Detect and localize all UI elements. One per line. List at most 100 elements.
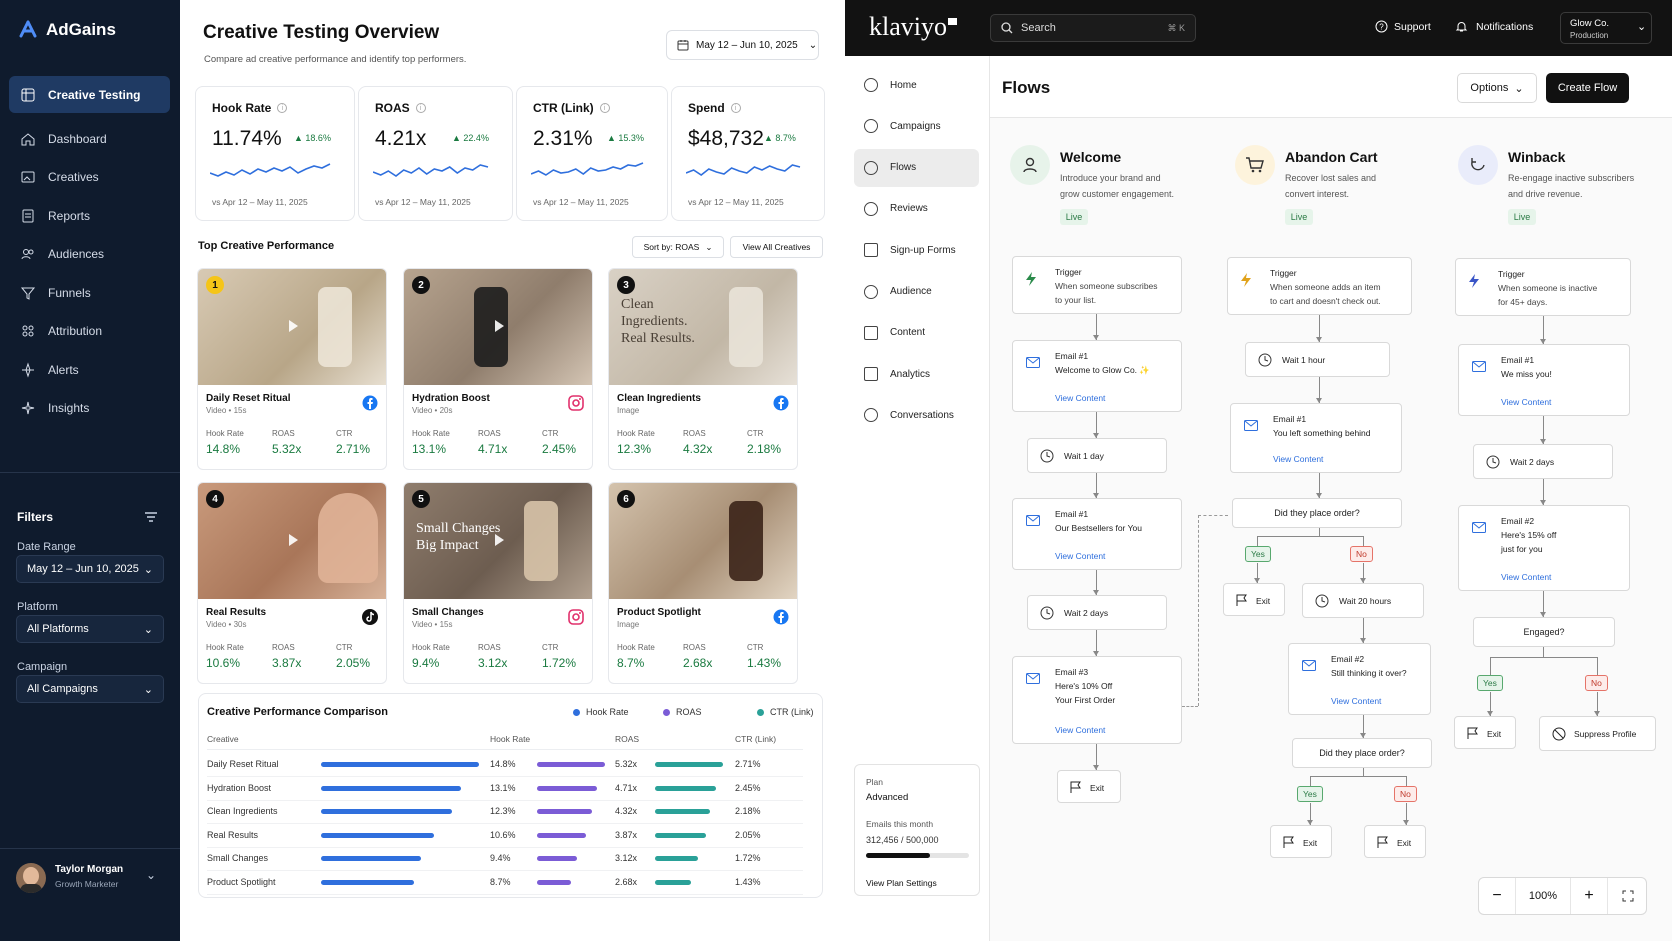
view-content-link[interactable]: View Content: [1055, 551, 1106, 561]
account-switcher[interactable]: Glow Co. Production ⌄: [1560, 12, 1652, 44]
kv-nav-flows[interactable]: Flows: [854, 148, 979, 187]
flow-title-winback[interactable]: Winback: [1508, 149, 1566, 165]
facebook-icon: [362, 395, 378, 411]
chevron-down-icon[interactable]: ⌄: [146, 868, 157, 882]
view-plan-settings-link[interactable]: View Plan Settings: [866, 878, 937, 888]
sort-select[interactable]: Sort by: ROAS ⌄: [632, 236, 724, 258]
kv-nav-analytics[interactable]: Analytics: [854, 355, 979, 393]
sidebar-item-reports[interactable]: Reports: [9, 197, 170, 234]
view-content-link[interactable]: View Content: [1501, 572, 1552, 582]
trigger-node[interactable]: Trigger When someone subscribes to your …: [1012, 256, 1182, 314]
creative-thumbnail[interactable]: Small Changes Big Impact: [404, 483, 592, 599]
notifications-link[interactable]: Notifications: [1455, 20, 1533, 33]
email-node[interactable]: Email #1 Welcome to Glow Co. ✨ View Conte…: [1012, 340, 1182, 412]
sidebar-item-creative-testing[interactable]: Creative Testing: [9, 76, 170, 113]
sidebar-item-audiences[interactable]: Audiences: [9, 236, 170, 273]
kv-nav-content[interactable]: Content: [854, 314, 979, 352]
info-icon[interactable]: i: [415, 103, 426, 113]
email-node[interactable]: Email #2 Still thinking it over? View Con…: [1288, 643, 1431, 715]
condition-node[interactable]: Engaged?: [1473, 617, 1615, 647]
email-node[interactable]: Email #1 Our Bestsellers for You View Con…: [1012, 498, 1182, 570]
creative-thumbnail[interactable]: [198, 269, 386, 385]
view-content-link[interactable]: View Content: [1055, 393, 1106, 403]
email-node-text: Our Bestsellers for You: [1055, 523, 1142, 533]
exit-label: Exit: [1090, 783, 1105, 793]
sidebar-item-dashboard[interactable]: Dashboard: [9, 120, 170, 157]
play-icon[interactable]: [286, 319, 300, 333]
exit-node[interactable]: Exit: [1223, 583, 1285, 616]
exit-node[interactable]: Exit: [1057, 770, 1121, 803]
exit-node[interactable]: Exit: [1364, 825, 1426, 858]
klaviyo-logo[interactable]: klaviyo: [869, 12, 957, 42]
kv-nav-reviews[interactable]: Reviews: [854, 190, 979, 228]
flow-title-abandon[interactable]: Abandon Cart: [1285, 149, 1378, 165]
platform-select[interactable]: All Platforms ⌄: [16, 615, 164, 643]
condition-node[interactable]: Did they place order?: [1232, 498, 1402, 528]
creative-card[interactable]: 4 Real Results Video • 30s Hook Rate ROA…: [197, 482, 387, 684]
view-all-creatives-button[interactable]: View All Creatives: [730, 236, 823, 258]
options-button[interactable]: Options ⌄: [1457, 73, 1537, 103]
view-content-link[interactable]: View Content: [1055, 725, 1106, 735]
kv-nav-campaigns[interactable]: Campaigns: [854, 107, 979, 145]
refresh-icon: [1458, 145, 1498, 185]
campaign-select[interactable]: All Campaigns ⌄: [16, 675, 164, 703]
date-range-picker[interactable]: May 12 – Jun 10, 2025 ⌄: [666, 30, 819, 60]
creative-card[interactable]: Clean Ingredients. Real Results. 3 Clean I…: [608, 268, 798, 470]
arrow-up-icon: ▲: [607, 133, 619, 143]
kv-nav-sign-up-forms[interactable]: Sign-up Forms: [854, 231, 979, 269]
sidebar-item-attribution[interactable]: Attribution: [9, 313, 170, 350]
email-node[interactable]: Email #1 You left something behind View C…: [1230, 403, 1402, 473]
filter-icon[interactable]: [144, 510, 158, 524]
sidebar-item-funnels[interactable]: Funnels: [9, 274, 170, 311]
sidebar-item-insights[interactable]: Insights: [9, 390, 170, 427]
play-icon[interactable]: [492, 319, 506, 333]
exit-node[interactable]: Exit: [1454, 716, 1516, 749]
kv-nav-conversations[interactable]: Conversations: [854, 396, 979, 434]
kpi-change: ▲ 8.7%: [764, 133, 796, 143]
creative-card[interactable]: Small Changes Big Impact 5 Small Changes …: [403, 482, 593, 684]
adgains-logo[interactable]: AdGains: [18, 20, 116, 40]
sidebar-item-alerts[interactable]: Alerts: [9, 351, 170, 388]
zoom-out-button[interactable]: −: [1492, 887, 1502, 904]
creative-thumbnail[interactable]: [609, 483, 797, 599]
creative-card[interactable]: 1 Daily Reset Ritual Video • 15s Hook Ra…: [197, 268, 387, 470]
wait-node[interactable]: Wait 1 hour: [1245, 342, 1390, 377]
search-input[interactable]: Search ⌘ K: [990, 14, 1196, 42]
wait-node[interactable]: Wait 2 days: [1027, 595, 1167, 630]
create-flow-button[interactable]: Create Flow: [1546, 73, 1629, 103]
creative-thumbnail[interactable]: [198, 483, 386, 599]
kv-nav-audience[interactable]: Audience: [854, 273, 979, 311]
support-link[interactable]: ? Support: [1375, 20, 1431, 33]
condition-node[interactable]: Did they place order?: [1292, 738, 1432, 768]
creative-card[interactable]: 2 Hydration Boost Video • 20s Hook Rate …: [403, 268, 593, 470]
trigger-node[interactable]: Trigger When someone adds an item to car…: [1227, 257, 1412, 315]
zoom-in-button[interactable]: +: [1584, 887, 1594, 904]
info-icon[interactable]: i: [277, 103, 288, 113]
user-profile[interactable]: Taylor Morgan Growth Marketer ⌄: [0, 856, 180, 906]
info-icon[interactable]: i: [599, 103, 610, 113]
date-range-select[interactable]: May 12 – Jun 10, 2025 ⌄: [16, 555, 164, 583]
creative-thumbnail[interactable]: Clean Ingredients. Real Results.: [609, 269, 797, 385]
view-content-link[interactable]: View Content: [1331, 696, 1382, 706]
email-node[interactable]: Email #2 Here's 15% off just for you View …: [1458, 505, 1630, 591]
trigger-node[interactable]: Trigger When someone is inactive for 45+…: [1455, 258, 1631, 316]
play-icon[interactable]: [286, 533, 300, 547]
email-node[interactable]: Email #3 Here's 10% Off Your First Order V…: [1012, 656, 1182, 744]
wait-node[interactable]: Wait 2 days: [1473, 444, 1613, 479]
sidebar-item-creatives[interactable]: Creatives: [9, 159, 170, 196]
view-content-link[interactable]: View Content: [1501, 397, 1552, 407]
suppress-profile-node[interactable]: Suppress Profile: [1539, 716, 1656, 751]
kv-nav-home[interactable]: Home: [854, 66, 979, 104]
wait-node[interactable]: Wait 20 hours: [1302, 583, 1424, 618]
fit-view-button[interactable]: [1607, 878, 1647, 914]
exit-node[interactable]: Exit: [1270, 825, 1332, 858]
view-content-link[interactable]: View Content: [1273, 454, 1324, 464]
info-icon[interactable]: i: [730, 103, 741, 113]
flow-title-welcome[interactable]: Welcome: [1060, 149, 1122, 165]
platform-label: Platform: [17, 601, 58, 613]
play-icon[interactable]: [492, 533, 506, 547]
email-node[interactable]: Email #1 We miss you! View Content: [1458, 344, 1630, 416]
wait-node[interactable]: Wait 1 day: [1027, 438, 1167, 473]
creative-card[interactable]: 6 Product Spotlight Image Hook Rate ROAS…: [608, 482, 798, 684]
creative-thumbnail[interactable]: [404, 269, 592, 385]
